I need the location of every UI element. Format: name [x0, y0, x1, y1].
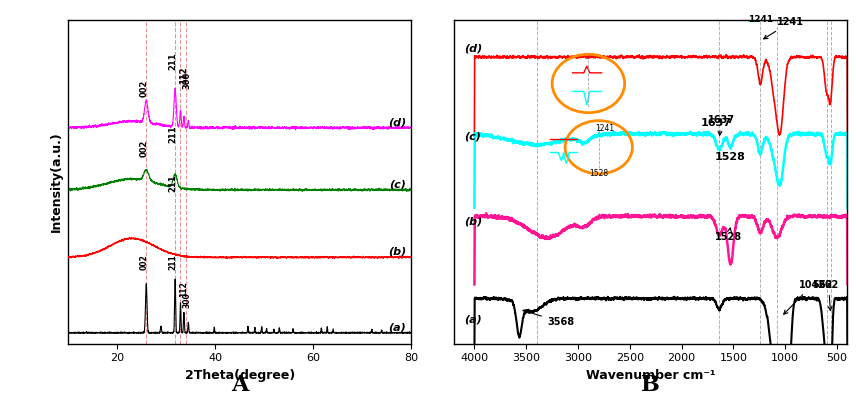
- Text: 211: 211: [168, 126, 177, 143]
- Text: 1241: 1241: [596, 124, 615, 133]
- Text: (a): (a): [464, 314, 482, 324]
- Text: 562: 562: [818, 280, 839, 310]
- Y-axis label: Intensity(a.u.): Intensity(a.u.): [50, 131, 63, 232]
- Text: 1637: 1637: [708, 115, 734, 135]
- Text: 1241: 1241: [764, 17, 804, 39]
- Text: 562: 562: [812, 280, 833, 290]
- Text: 1528: 1528: [715, 152, 746, 162]
- Text: 1241: 1241: [748, 15, 773, 24]
- X-axis label: Wavenumber cm⁻¹: Wavenumber cm⁻¹: [586, 369, 716, 382]
- Text: 211: 211: [168, 254, 177, 270]
- Text: 1528: 1528: [715, 228, 742, 242]
- Text: A: A: [231, 374, 248, 395]
- X-axis label: 2Theta(degree): 2Theta(degree): [185, 369, 294, 382]
- Text: 002: 002: [140, 139, 148, 157]
- Text: 3568: 3568: [523, 310, 574, 327]
- Text: (b): (b): [388, 246, 406, 257]
- Text: 002: 002: [140, 80, 148, 97]
- Text: 112: 112: [180, 66, 188, 84]
- Text: 211: 211: [168, 53, 177, 70]
- Text: (b): (b): [464, 216, 482, 226]
- Text: (c): (c): [464, 131, 481, 141]
- Text: 112: 112: [180, 281, 188, 297]
- Text: 1042: 1042: [784, 280, 826, 314]
- Text: B: B: [641, 374, 660, 395]
- Text: 300: 300: [183, 72, 192, 89]
- Text: (d): (d): [464, 43, 482, 54]
- Text: (c): (c): [389, 179, 406, 189]
- Text: 300: 300: [183, 292, 192, 308]
- Text: (a): (a): [389, 322, 406, 332]
- Text: 1528: 1528: [589, 169, 609, 179]
- Text: 211: 211: [168, 174, 177, 192]
- Text: 002: 002: [140, 254, 148, 270]
- Text: 1637: 1637: [700, 118, 731, 128]
- Text: (d): (d): [388, 117, 406, 127]
